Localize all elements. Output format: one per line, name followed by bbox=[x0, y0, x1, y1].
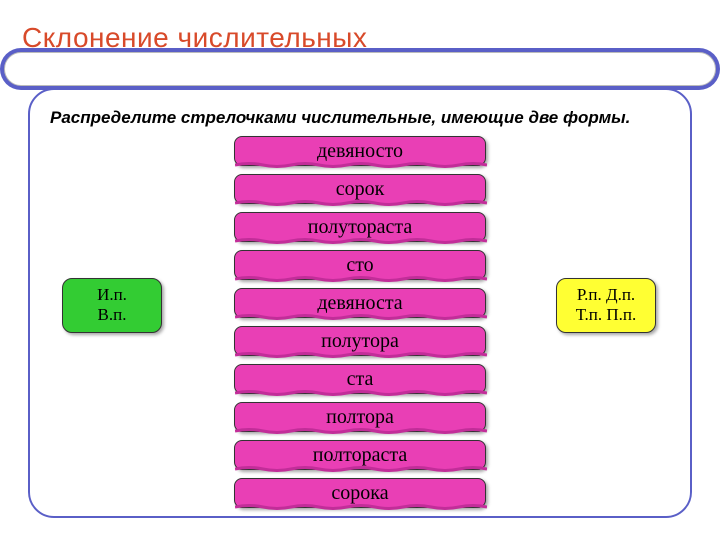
word-box[interactable]: девяноста bbox=[234, 288, 486, 318]
word-label: полутора bbox=[235, 327, 485, 355]
word-label: полтора bbox=[235, 403, 485, 431]
case-left-line1: И.п. bbox=[67, 285, 157, 305]
word-label: девяноста bbox=[235, 289, 485, 317]
word-label: девяносто bbox=[235, 137, 485, 165]
case-box-nominative-accusative[interactable]: И.п. В.п. bbox=[62, 278, 162, 333]
header-pill bbox=[0, 48, 720, 90]
instruction-text: Распределите стрелочками числительные, и… bbox=[50, 108, 690, 128]
case-right-line2: Т.п. П.п. bbox=[561, 305, 651, 325]
word-box[interactable]: сто bbox=[234, 250, 486, 280]
word-box[interactable]: полутораста bbox=[234, 212, 486, 242]
word-column: девяностосорокполуторастастодевяностапол… bbox=[234, 136, 486, 516]
case-right-line1: Р.п. Д.п. bbox=[561, 285, 651, 305]
word-box[interactable]: полутора bbox=[234, 326, 486, 356]
word-box[interactable]: ста bbox=[234, 364, 486, 394]
word-box[interactable]: сорок bbox=[234, 174, 486, 204]
word-box[interactable]: сорока bbox=[234, 478, 486, 508]
page-title: Склонение числительных bbox=[22, 22, 367, 54]
word-label: сто bbox=[235, 251, 485, 279]
word-label: полтораста bbox=[235, 441, 485, 469]
case-left-line2: В.п. bbox=[67, 305, 157, 325]
word-label: сорока bbox=[235, 479, 485, 507]
word-label: ста bbox=[235, 365, 485, 393]
header-pill-inner bbox=[4, 52, 716, 86]
word-box[interactable]: полтораста bbox=[234, 440, 486, 470]
word-label: полутораста bbox=[235, 213, 485, 241]
word-label: сорок bbox=[235, 175, 485, 203]
word-box[interactable]: полтора bbox=[234, 402, 486, 432]
word-box[interactable]: девяносто bbox=[234, 136, 486, 166]
case-box-other-cases[interactable]: Р.п. Д.п. Т.п. П.п. bbox=[556, 278, 656, 333]
